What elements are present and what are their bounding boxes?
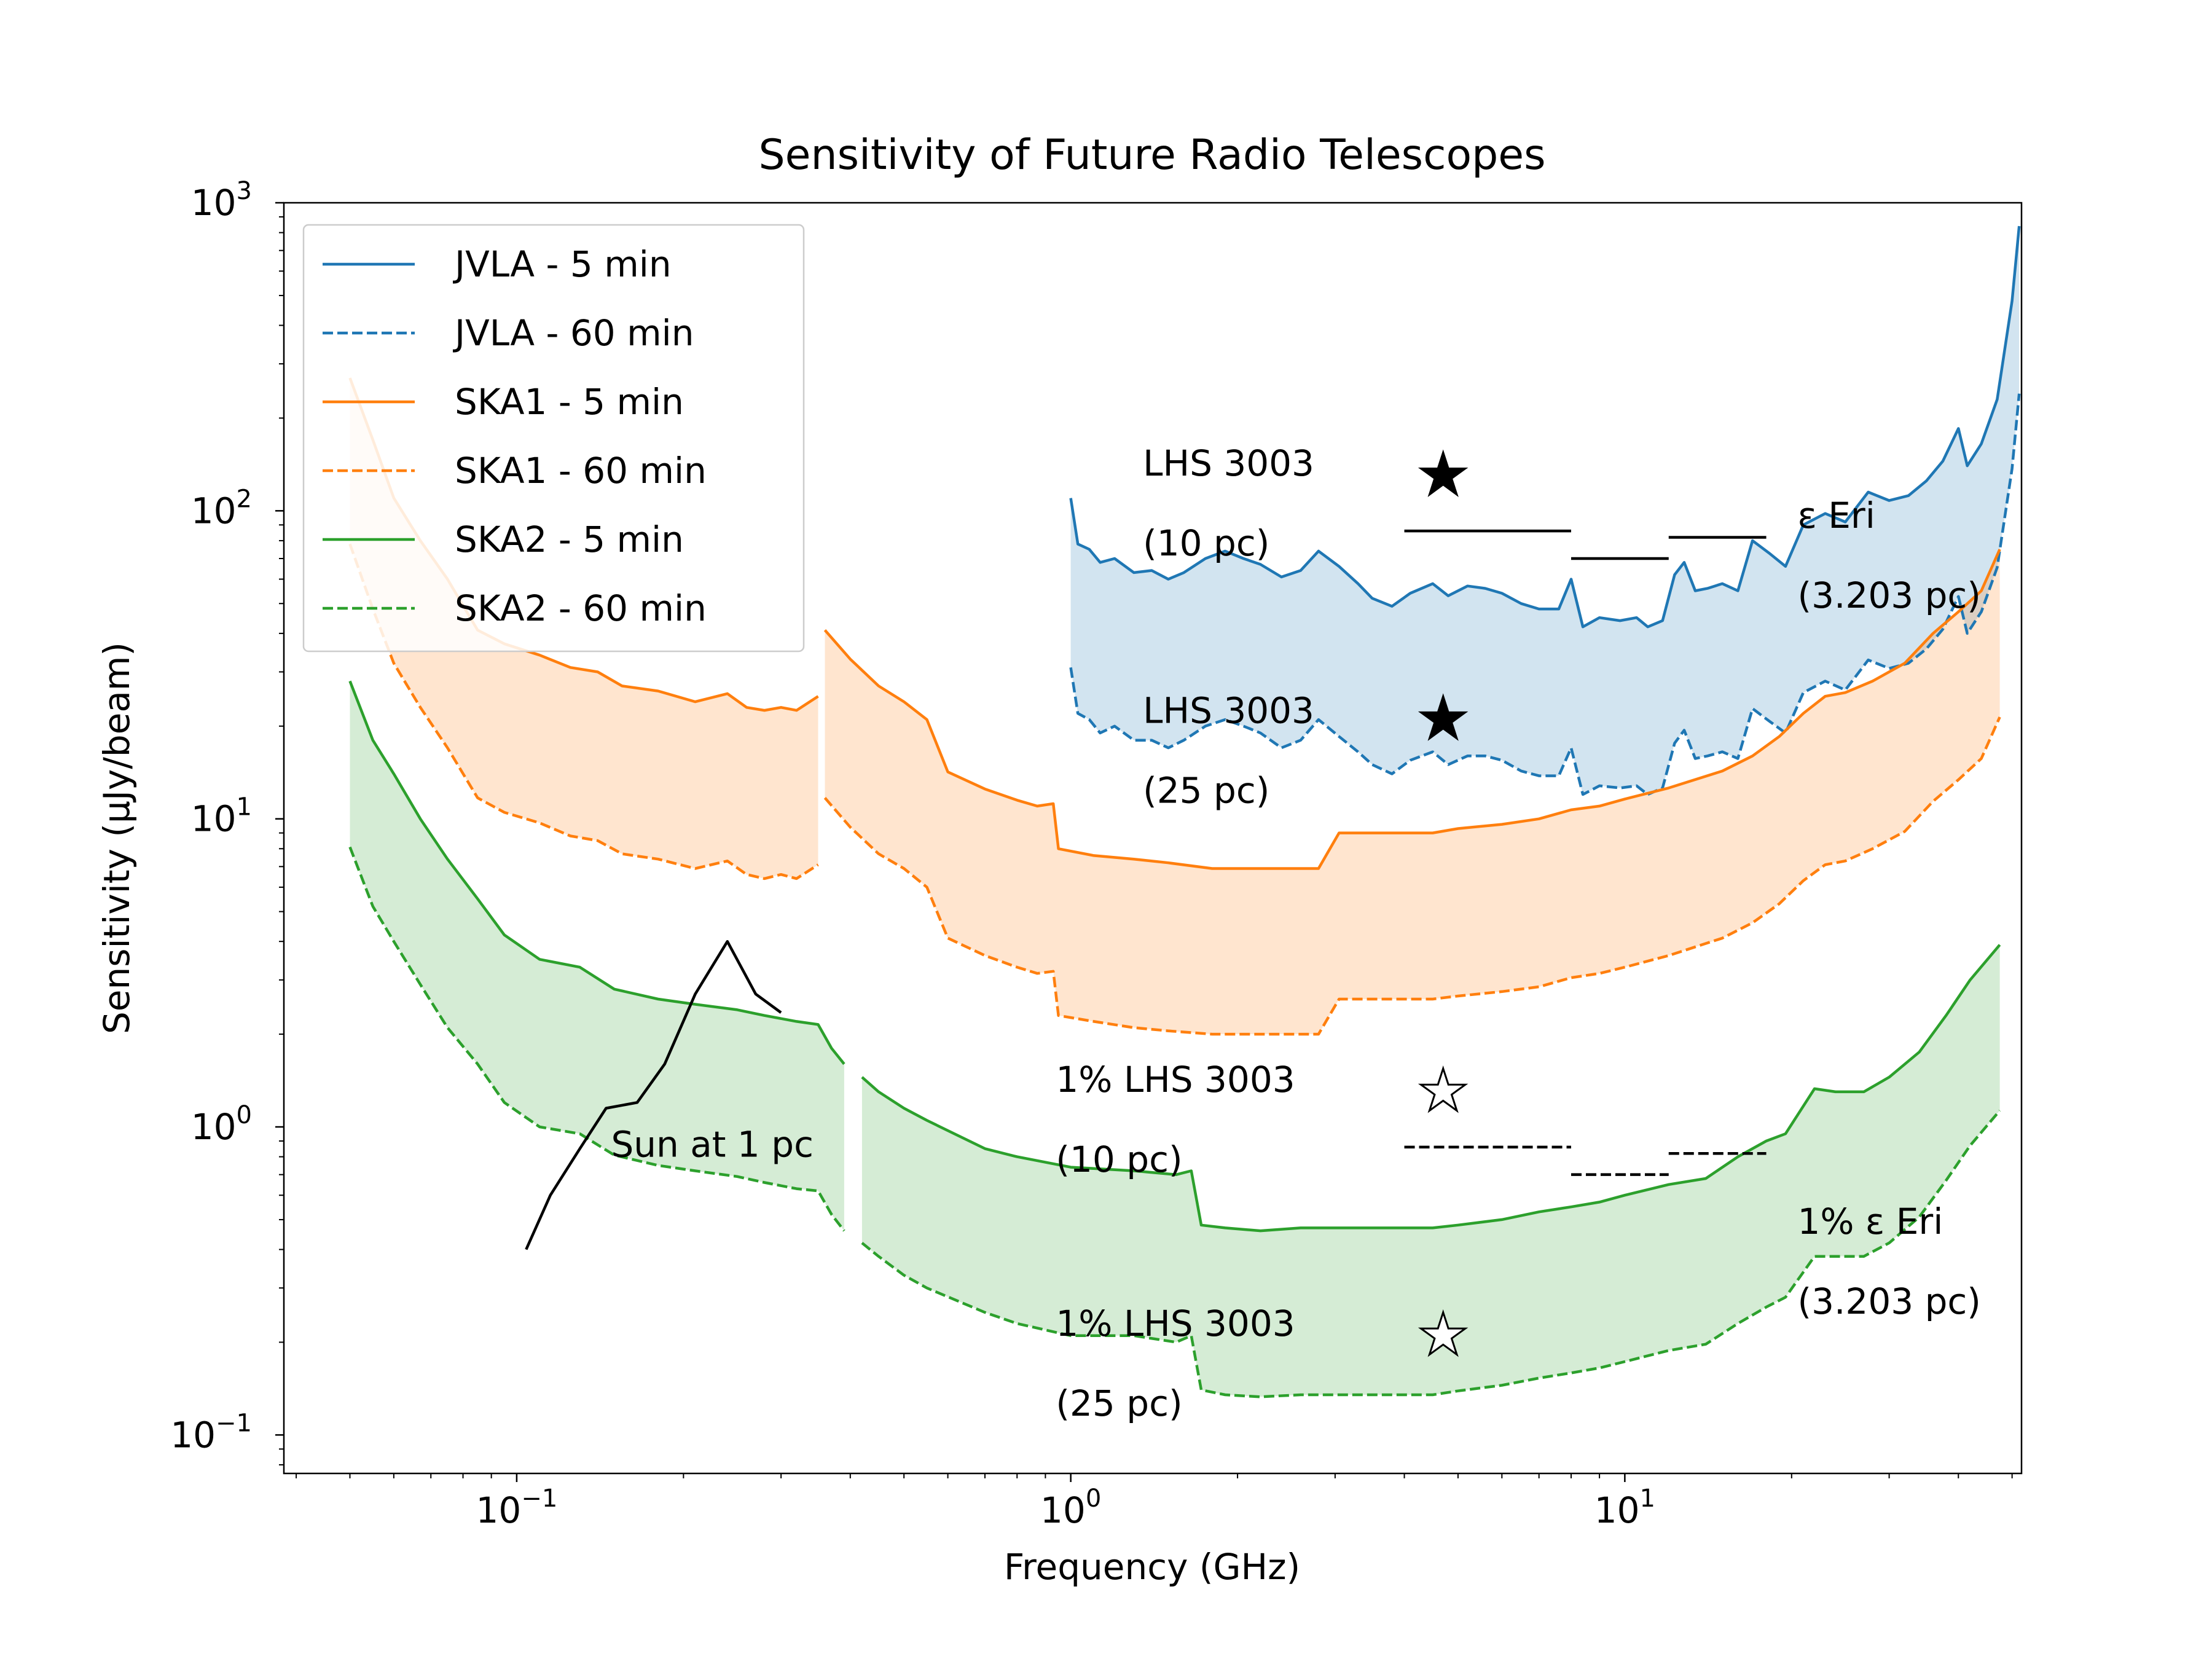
chart-title: Sensitivity of Future Radio Telescopes xyxy=(758,131,1545,179)
legend-label-jvla-60-min: JVLA - 60 min xyxy=(453,312,694,354)
plot-area: LHS 3003 (10 pc) LHS 3003 (25 pc) ε Eri (3.20… xyxy=(348,226,2021,1424)
annotation-layer: LHS 3003 (10 pc) LHS 3003 (25 pc) ε Eri (3.20… xyxy=(611,442,1980,1424)
legend: JVLA - 5 min JVLA - 60 min SKA1 - 5 min SKA… xyxy=(302,224,805,653)
series-line-ska2-60-min-1 xyxy=(348,846,845,1232)
band-ska2-1 xyxy=(350,681,844,1231)
y-tick-label: 10−1 xyxy=(170,1409,252,1456)
series-line-ska1-5-min-2 xyxy=(823,549,2001,870)
annotation-1-lhs-3003-10-pc: 1% LHS 3003 (10 pc) xyxy=(1056,1059,1295,1180)
sun-curve xyxy=(525,939,782,1250)
x-tick-label: 100 xyxy=(1040,1484,1101,1531)
axes-layer: 10−1 100 101 10−1 100 101 102 103 xyxy=(170,177,2013,1531)
band-ska2-2 xyxy=(861,944,2000,1397)
band-ska1-2 xyxy=(825,549,2000,1035)
fill-layer xyxy=(350,226,2020,1397)
y-tick-label: 101 xyxy=(191,793,252,840)
series-line-ska2-60-min-2 xyxy=(861,1109,2001,1398)
y-tick-label: 100 xyxy=(191,1101,252,1148)
annotation-eri-3-203-pc: ε Eri (3.203 pc) xyxy=(1797,495,1980,616)
band-jvla-1 xyxy=(1070,226,2020,794)
star-marker-lhs-3003-10-pc xyxy=(1418,449,1469,497)
marker-layer xyxy=(1418,449,1469,1357)
band-ska1-1 xyxy=(350,378,818,879)
y-tick-label: 103 xyxy=(191,177,252,224)
series-layer xyxy=(348,226,2021,1398)
x-tick-label: 101 xyxy=(1594,1484,1655,1531)
annotation-lhs-3003-10-pc: LHS 3003 (10 pc) xyxy=(1143,442,1314,564)
legend-label-ska2-60-min: SKA2 - 60 min xyxy=(455,587,707,629)
legend-label-ska2-5-min: SKA2 - 5 min xyxy=(455,519,684,560)
x-axis-label: Frequency (GHz) xyxy=(1004,1546,1300,1588)
series-line-jvla-60-min-1 xyxy=(1069,393,2021,796)
annotation-sun-at-1-pc: Sun at 1 pc xyxy=(611,1124,814,1166)
star-marker-lhs-3003-25-pc xyxy=(1418,693,1469,741)
y-axis-label: Sensitivity (μJy/beam) xyxy=(96,642,138,1034)
series-line-ska2-5-min-1 xyxy=(348,680,845,1065)
legend-box xyxy=(302,224,805,653)
legend-label-jvla-5-min: JVLA - 5 min xyxy=(453,243,672,285)
series-line-ska2-5-min-2 xyxy=(861,944,2001,1233)
series-line-ska1-60-min-1 xyxy=(348,543,819,880)
legend-label-ska1-60-min: SKA1 - 60 min xyxy=(455,450,707,492)
series-line-jvla-5-min-1 xyxy=(1069,226,2021,629)
annotation-lhs-3003-25-pc: LHS 3003 (25 pc) xyxy=(1143,689,1314,811)
annotation-1-lhs-3003-25-pc: 1% LHS 3003 (25 pc) xyxy=(1056,1303,1295,1424)
star-marker-1-lhs-3003-25-pc xyxy=(1418,1309,1469,1357)
series-line-ska1-60-min-2 xyxy=(823,716,2001,1036)
star-marker-1-lhs-3003-10-pc xyxy=(1418,1065,1469,1113)
x-tick-label: 10−1 xyxy=(476,1484,558,1531)
y-tick-label: 102 xyxy=(191,485,252,531)
annotation-1-eri-3-203-pc: 1% ε Eri (3.203 pc) xyxy=(1797,1201,1980,1322)
legend-label-ska1-5-min: SKA1 - 5 min xyxy=(455,381,684,423)
reference-layer xyxy=(1404,529,1767,1176)
plot-frame xyxy=(283,202,2023,1475)
